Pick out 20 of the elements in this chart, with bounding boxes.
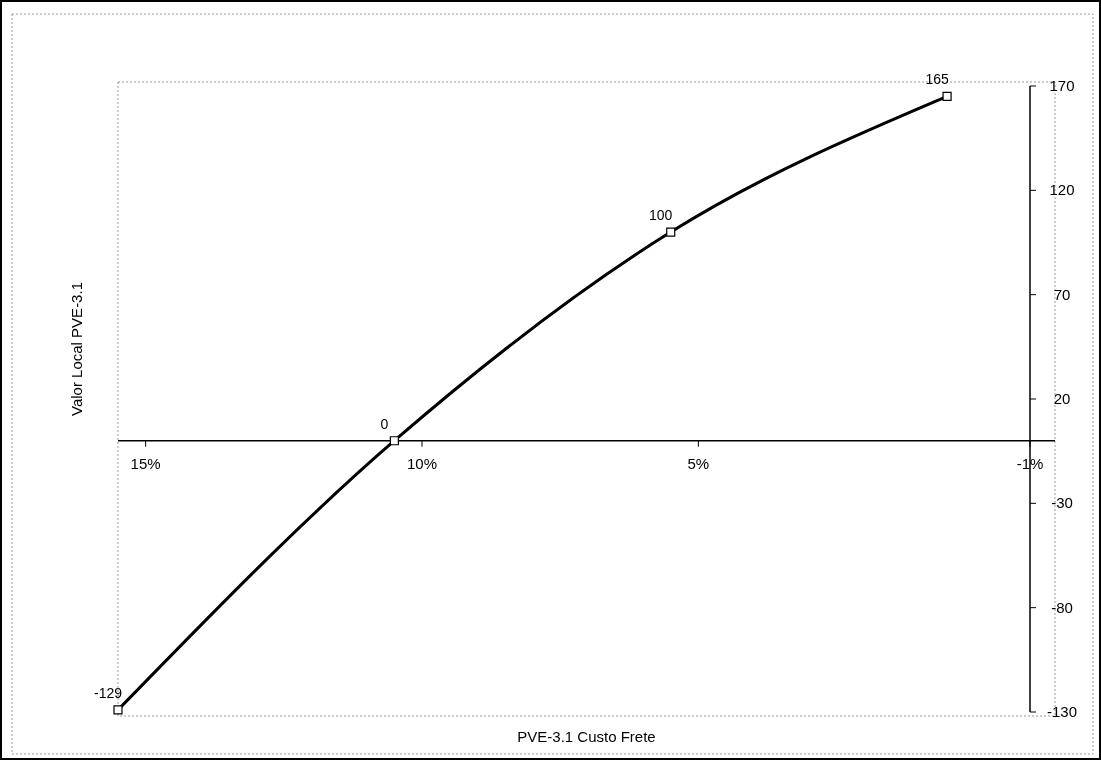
y-tick-label: -80 bbox=[1051, 598, 1073, 616]
data-label: 165 bbox=[925, 71, 949, 88]
x-tick-label: 5% bbox=[687, 454, 710, 472]
point bbox=[113, 705, 123, 715]
data-label: -129 bbox=[93, 684, 123, 701]
x-tick-label: 10% bbox=[406, 454, 438, 472]
y-tick-label: 120 bbox=[1049, 181, 1075, 199]
point bbox=[389, 436, 399, 446]
y-tick-label: -130 bbox=[1046, 703, 1078, 720]
x-axis-title: PVE-3.1 Custo Frete bbox=[517, 728, 656, 745]
point bbox=[666, 227, 676, 237]
point bbox=[942, 91, 952, 102]
y-tick-label: -30 bbox=[1051, 494, 1073, 512]
x-tick-label: 15% bbox=[130, 454, 161, 472]
data-label: 0 bbox=[380, 415, 389, 432]
y-axis-title: Valor Local PVE-3.1 bbox=[68, 282, 85, 416]
data-label: 100 bbox=[649, 207, 673, 224]
y-tick-label: 170 bbox=[1049, 77, 1075, 94]
y-tick-label: 70 bbox=[1053, 285, 1071, 303]
y-tick-label: 20 bbox=[1053, 390, 1071, 407]
